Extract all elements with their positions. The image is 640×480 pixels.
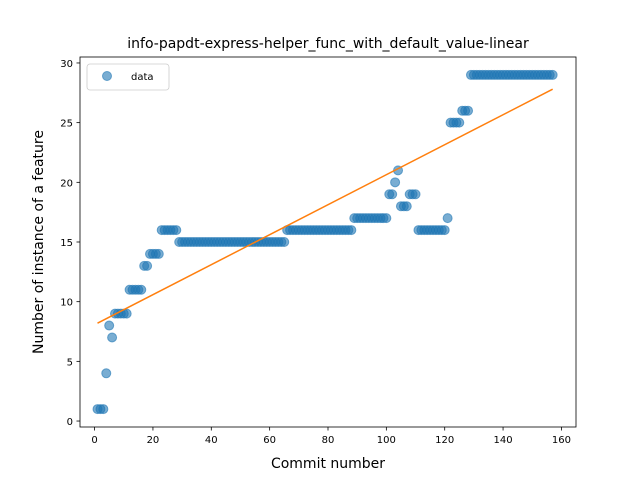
data-point: [142, 260, 153, 271]
y-tick-label: 10: [60, 298, 73, 309]
y-tick-label: 5: [67, 357, 73, 368]
x-tick-label: 40: [205, 435, 218, 446]
data-point: [442, 213, 453, 224]
x-tick-label: 100: [377, 435, 396, 446]
fit-line: [97, 88, 554, 324]
data-point: [121, 308, 132, 319]
y-tick-label: 25: [60, 119, 73, 130]
data-point: [346, 225, 357, 236]
plot-area: 0 20 40 60 80 100 120 140 160 0 5 10 15 20 25 30: [60, 59, 571, 446]
x-tick-label: 0: [91, 435, 97, 446]
chart-title: info-papdt-express-helper_func_with_defa…: [127, 36, 529, 52]
data-point: [547, 69, 558, 80]
data-point: [390, 177, 401, 188]
data-point: [98, 404, 109, 415]
data-point: [387, 189, 398, 200]
x-tick-label: 160: [552, 435, 571, 446]
legend-marker-data: [102, 71, 112, 81]
data-point: [279, 237, 290, 247]
data-point: [153, 248, 164, 259]
x-tick-label: 80: [322, 435, 335, 446]
plot-frame: [79, 56, 577, 428]
y-tick-label: 30: [60, 59, 73, 70]
legend-box: [86, 63, 170, 91]
y-tick-label: 15: [60, 238, 73, 249]
data-point: [136, 284, 147, 295]
x-axis-label: Commit number: [271, 456, 385, 472]
legend: data: [86, 63, 170, 91]
legend-label-data: data: [131, 72, 154, 83]
y-axis-label: Number of instance of a feature: [31, 130, 47, 354]
x-tick-label: 120: [435, 435, 454, 446]
data-point: [454, 117, 465, 128]
data-point: [104, 320, 115, 331]
x-tick-label: 140: [494, 435, 513, 446]
data-point: [171, 225, 182, 236]
data-point: [101, 368, 112, 379]
x-tick-label: 20: [147, 435, 160, 446]
data-point: [107, 332, 118, 343]
y-tick-label: 0: [67, 417, 73, 428]
y-tick-label: 20: [60, 178, 73, 189]
x-tick-label: 60: [263, 435, 276, 446]
data-point: [401, 201, 412, 212]
data-point: [381, 213, 392, 224]
data-point: [463, 105, 474, 116]
data-point: [439, 225, 450, 236]
data-point: [410, 189, 421, 200]
